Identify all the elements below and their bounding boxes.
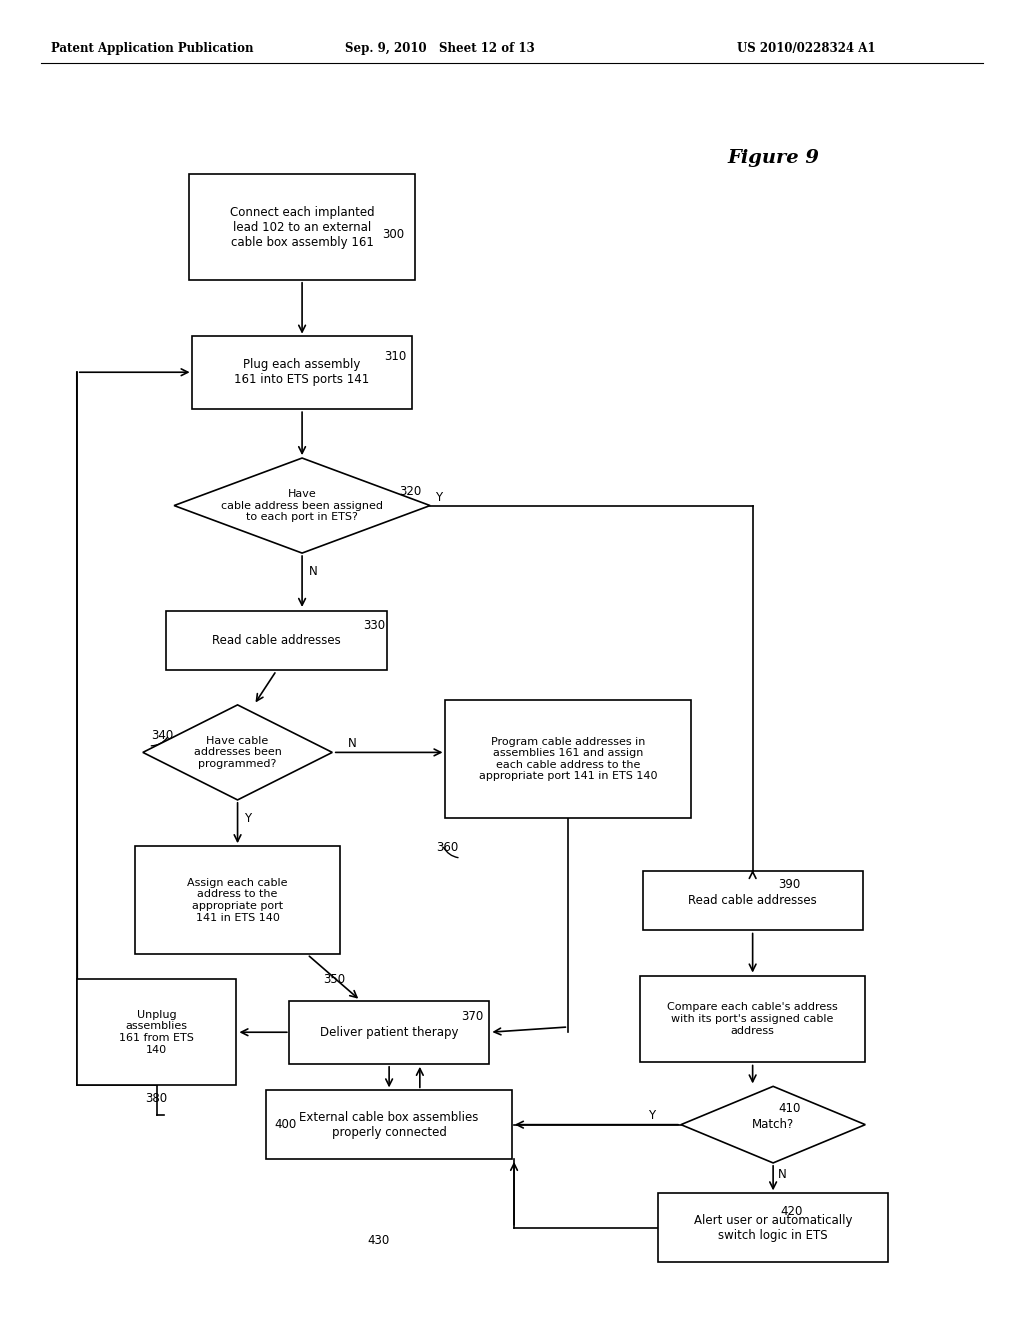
Polygon shape (174, 458, 430, 553)
Text: Compare each cable's address
with its port's assigned cable
address: Compare each cable's address with its po… (668, 1002, 838, 1036)
Text: Figure 9: Figure 9 (727, 149, 819, 168)
Text: Read cable addresses: Read cable addresses (212, 634, 341, 647)
Text: N: N (348, 737, 357, 750)
Text: Y: Y (244, 812, 251, 825)
Text: N: N (778, 1168, 787, 1181)
Text: 340: 340 (152, 729, 174, 742)
Text: 360: 360 (436, 841, 459, 854)
Text: Have
cable address been assigned
to each port in ETS?: Have cable address been assigned to each… (221, 488, 383, 523)
Text: Assign each cable
address to the
appropriate port
141 in ETS 140: Assign each cable address to the appropr… (187, 878, 288, 923)
Text: Patent Application Publication: Patent Application Publication (51, 42, 254, 55)
Text: 410: 410 (778, 1102, 801, 1115)
Text: US 2010/0228324 A1: US 2010/0228324 A1 (737, 42, 876, 55)
Text: Y: Y (648, 1109, 655, 1122)
Text: 330: 330 (364, 619, 386, 632)
Text: Y: Y (435, 491, 442, 504)
FancyBboxPatch shape (167, 610, 387, 671)
FancyBboxPatch shape (657, 1193, 888, 1262)
FancyBboxPatch shape (445, 700, 691, 818)
Text: N: N (309, 565, 318, 578)
Text: External cable box assemblies
properly connected: External cable box assemblies properly c… (299, 1110, 479, 1139)
FancyBboxPatch shape (266, 1090, 512, 1159)
FancyBboxPatch shape (193, 335, 412, 409)
Text: Deliver patient therapy: Deliver patient therapy (319, 1026, 459, 1039)
Text: 370: 370 (461, 1010, 483, 1023)
Text: Program cable addresses in
assemblies 161 and assign
each cable address to the
a: Program cable addresses in assemblies 16… (479, 737, 657, 781)
Text: 390: 390 (778, 878, 801, 891)
Text: Plug each assembly
161 into ETS ports 141: Plug each assembly 161 into ETS ports 14… (234, 358, 370, 387)
Text: Sep. 9, 2010   Sheet 12 of 13: Sep. 9, 2010 Sheet 12 of 13 (345, 42, 536, 55)
Text: Unplug
assemblies
161 from ETS
140: Unplug assemblies 161 from ETS 140 (119, 1010, 195, 1055)
Text: Read cable addresses: Read cable addresses (688, 894, 817, 907)
Text: 350: 350 (323, 973, 345, 986)
Text: Have cable
addresses been
programmed?: Have cable addresses been programmed? (194, 735, 282, 770)
Text: 420: 420 (780, 1205, 803, 1218)
Text: Connect each implanted
lead 102 to an external
cable box assembly 161: Connect each implanted lead 102 to an ex… (229, 206, 375, 248)
Text: 320: 320 (399, 484, 422, 498)
Polygon shape (681, 1086, 865, 1163)
FancyBboxPatch shape (135, 846, 340, 954)
Text: 300: 300 (382, 228, 404, 242)
Text: Match?: Match? (752, 1118, 795, 1131)
FancyBboxPatch shape (643, 871, 862, 929)
Text: Alert user or automatically
switch logic in ETS: Alert user or automatically switch logic… (694, 1213, 852, 1242)
Text: 310: 310 (384, 350, 407, 363)
FancyBboxPatch shape (78, 979, 236, 1085)
Polygon shape (143, 705, 332, 800)
FancyBboxPatch shape (189, 174, 415, 280)
FancyBboxPatch shape (289, 1001, 489, 1064)
Text: 430: 430 (368, 1234, 390, 1247)
FancyBboxPatch shape (640, 977, 865, 1061)
Text: 380: 380 (145, 1092, 168, 1105)
Text: 400: 400 (274, 1118, 297, 1131)
